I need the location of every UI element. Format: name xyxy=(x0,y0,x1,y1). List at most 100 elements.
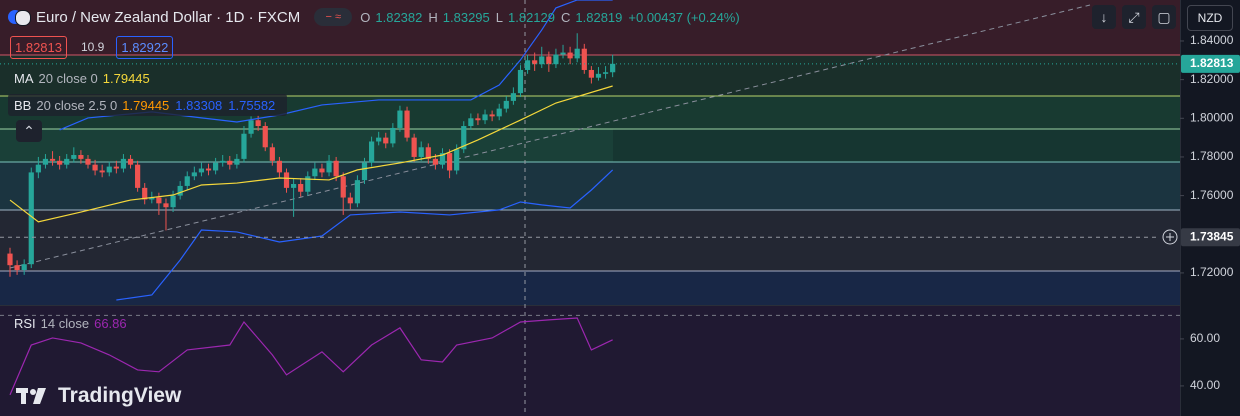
candle-body xyxy=(205,168,212,171)
candle-body xyxy=(198,168,205,173)
y-tick-label: 60.00 xyxy=(1190,331,1220,345)
indicator-line xyxy=(9,317,613,396)
candle-body xyxy=(177,185,183,196)
y-tick-label: 40.00 xyxy=(1190,378,1220,392)
y-tick-label: 1.84000 xyxy=(1190,33,1234,47)
candle-body xyxy=(7,253,13,266)
candle-body xyxy=(340,176,346,198)
brand-name: TradingView xyxy=(58,384,182,407)
candle-body xyxy=(49,158,56,161)
symbol-title: Euro / New Zealand Dollar · 1D · FXCM xyxy=(36,8,301,26)
logo-mark xyxy=(16,388,46,404)
candle-body xyxy=(383,137,389,144)
candle-body xyxy=(21,264,27,271)
y-tick-label: 1.78000 xyxy=(1190,149,1234,163)
sell-button[interactable]: 1.82813 xyxy=(10,35,67,59)
ohlc-label: O xyxy=(360,9,371,25)
header: Euro / New Zealand Dollar · 1D · FXCM − … xyxy=(8,6,746,28)
candle-body xyxy=(255,120,261,127)
indicator-params: 14 close xyxy=(40,315,90,331)
candle-body xyxy=(35,164,41,173)
candle-body xyxy=(78,155,84,159)
candle-body xyxy=(510,93,516,101)
candle-body xyxy=(234,158,240,165)
candle-body xyxy=(283,172,290,188)
crosshair-button[interactable] xyxy=(1162,229,1178,245)
candle-body xyxy=(411,137,417,157)
candle-body xyxy=(368,141,375,163)
candle-body xyxy=(376,137,382,142)
candle-body xyxy=(326,160,332,173)
indicator-line xyxy=(9,85,613,223)
last-price-box xyxy=(1181,54,1240,73)
candle-body xyxy=(42,158,49,165)
trade-row: 1.82813 10.9 1.82922 xyxy=(10,35,174,59)
fullscreen-button[interactable]: ⤢ xyxy=(1122,5,1146,29)
candle-body xyxy=(567,52,573,59)
currency-selector[interactable]: NZD xyxy=(1187,5,1233,31)
rsi-pane xyxy=(0,314,1180,396)
change: +0.00437 (+0.24%) xyxy=(628,9,740,25)
ohlc-label: C xyxy=(561,9,571,25)
ohlc-label: L xyxy=(495,9,503,25)
candle-body xyxy=(539,56,545,65)
indicator-reading: 1.79445 xyxy=(102,70,150,86)
candle-body xyxy=(170,195,176,208)
indicator-reading: 1.83308 xyxy=(175,97,223,113)
candle-body xyxy=(610,63,616,73)
candle-body xyxy=(149,197,155,200)
candle-body xyxy=(85,158,91,165)
candle-body xyxy=(397,110,403,128)
branding: TradingView xyxy=(16,382,181,410)
candle-body xyxy=(560,52,566,55)
candle-body xyxy=(276,160,283,173)
scroll-down-button[interactable]: ↓ xyxy=(1092,5,1116,29)
y-tick-label: 1.72000 xyxy=(1190,265,1234,279)
candle-body xyxy=(269,147,275,161)
ma-legend: MA 20 close 0 1.79445 xyxy=(14,68,156,88)
ohlc-value: 1.83295 xyxy=(442,9,490,25)
ohlc-value: 1.82382 xyxy=(375,9,423,25)
buy-price: 1.82922 xyxy=(121,39,169,55)
candle-body xyxy=(92,164,98,171)
y-tick-label: 1.76000 xyxy=(1190,188,1234,202)
candle-body xyxy=(354,180,361,204)
candle-body xyxy=(120,158,127,169)
indicator-reading: 1.79445 xyxy=(122,97,170,113)
last-price-label: 1.82813 xyxy=(1190,56,1234,70)
candle-body xyxy=(454,149,460,171)
candle-body xyxy=(248,120,254,134)
candle-body xyxy=(475,118,481,121)
candle-body xyxy=(227,160,233,165)
bb-legend: BB 20 close 2.5 0 1.79445 1.83308 1.75582 xyxy=(8,94,288,116)
indicator-name: MA xyxy=(14,70,34,86)
snapshot-button[interactable]: ▢ xyxy=(1152,5,1176,29)
indicator-reading: 66.86 xyxy=(94,315,127,331)
candle-body xyxy=(220,160,226,163)
ohlc-value: 1.82129 xyxy=(508,9,555,25)
indicator-name: BB xyxy=(14,97,32,113)
candle-body xyxy=(106,166,112,173)
ohlc-label: H xyxy=(428,9,438,25)
candle-body xyxy=(291,184,297,188)
crosshair-label: 1.73845 xyxy=(1190,229,1234,243)
indicator-params: 20 close 2.5 0 xyxy=(36,97,118,113)
candle-body xyxy=(439,153,446,165)
indicator-name: RSI xyxy=(14,315,36,331)
indicator-line xyxy=(116,169,614,301)
candle-body xyxy=(588,69,594,78)
candle-body xyxy=(532,60,538,65)
candle-body xyxy=(482,114,488,121)
collapse-legend-button[interactable]: ⌃ xyxy=(16,120,42,142)
candle-body xyxy=(333,160,339,177)
indicator-reading: 1.75582 xyxy=(228,97,276,113)
spread: 10.9 xyxy=(81,40,105,54)
candle-body xyxy=(113,166,119,169)
visibility-toggle[interactable]: − ≈ xyxy=(314,8,353,26)
candle-body xyxy=(305,176,311,192)
buy-button[interactable]: 1.82922 xyxy=(116,35,174,59)
candle-body xyxy=(361,162,368,181)
candle-body xyxy=(595,73,602,78)
